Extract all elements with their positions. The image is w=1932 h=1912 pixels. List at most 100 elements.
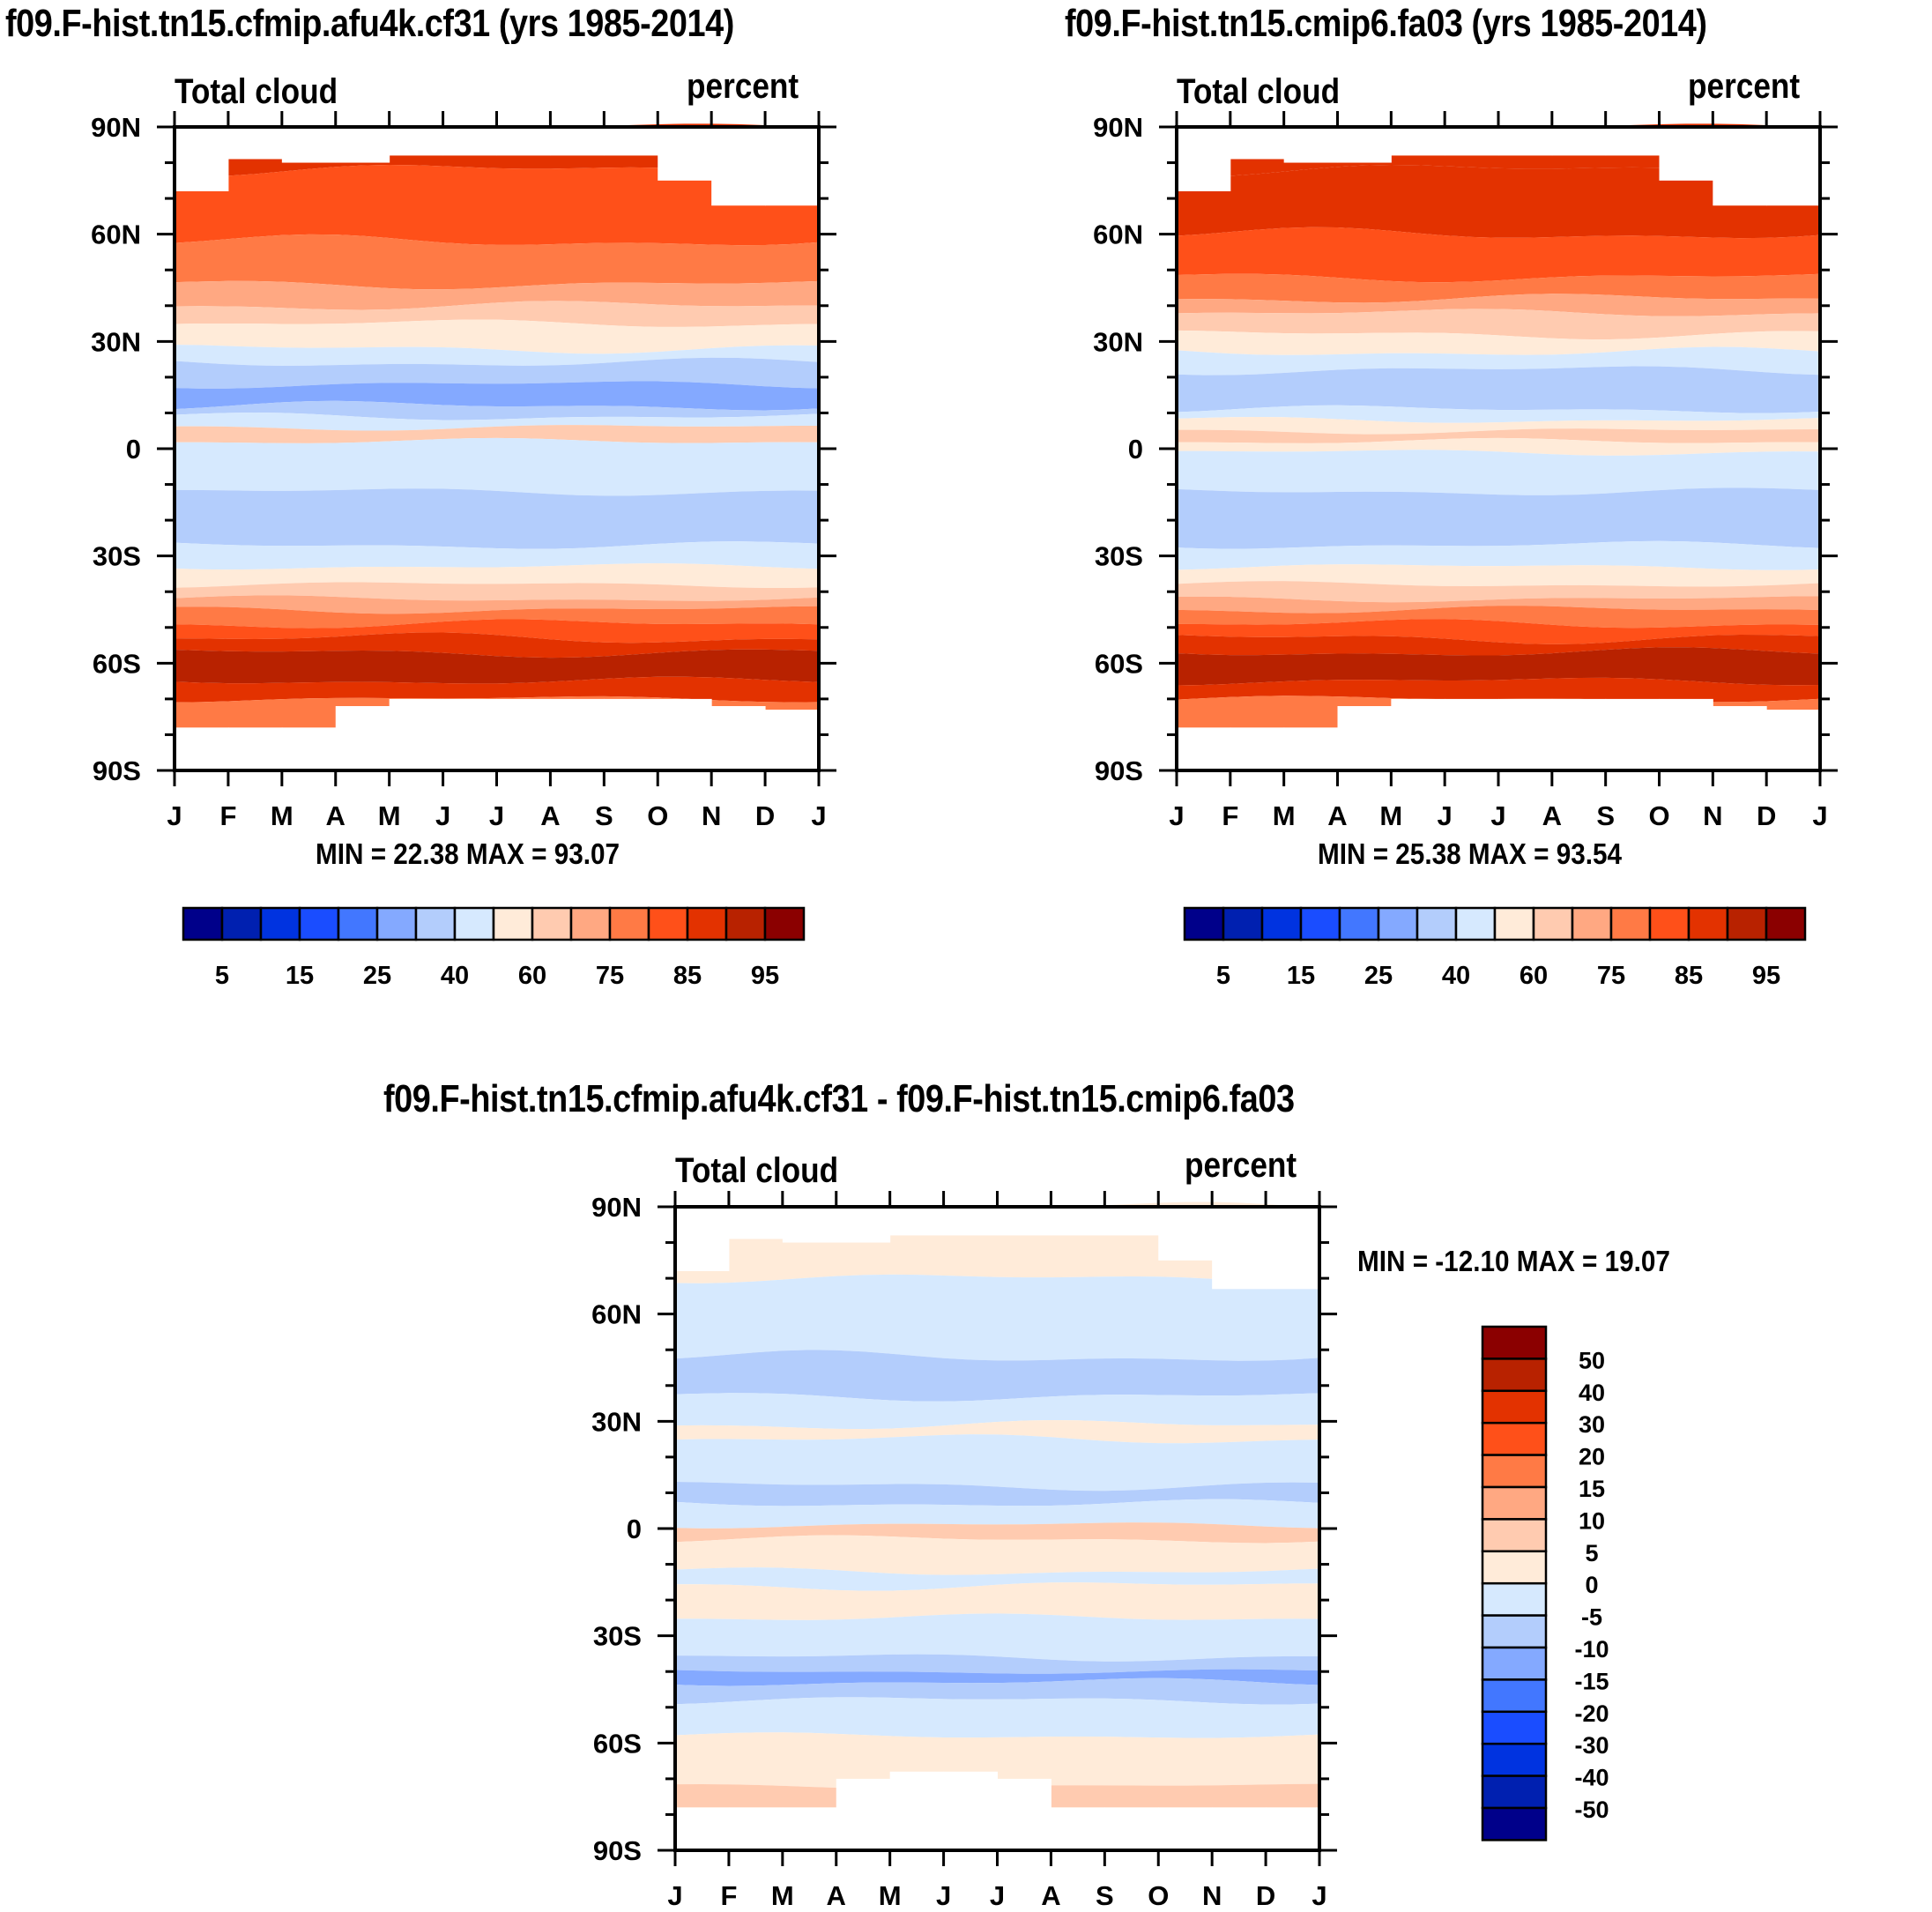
missing-data-mask — [1551, 698, 1607, 770]
colorbar-box — [1648, 906, 1690, 941]
contour-band — [175, 301, 819, 327]
colorbar-box — [414, 906, 457, 941]
missing-data-mask — [1659, 698, 1713, 770]
contour-band — [1177, 487, 1820, 549]
colorbar-label: 40 — [441, 962, 469, 990]
missing-data-mask — [1158, 1207, 1213, 1261]
contour-band — [675, 1434, 1319, 1492]
colorbar-box — [1532, 906, 1574, 941]
contour-band — [675, 1350, 1319, 1402]
missing-data-mask — [335, 706, 390, 770]
contour-band — [1177, 677, 1820, 703]
colorbar-box — [298, 906, 340, 941]
y-tick-label: 30N — [91, 326, 141, 357]
colorbar-label: 5 — [1216, 962, 1230, 990]
contour-band — [1177, 647, 1820, 686]
contour-band — [1177, 294, 1820, 316]
missing-data-mask — [1445, 127, 1499, 156]
missing-data-mask — [943, 1771, 998, 1850]
x-tick-label: D — [1256, 1880, 1275, 1911]
heatmap-field — [1177, 123, 1821, 770]
x-tick-label: O — [1648, 800, 1669, 831]
colorbar-box — [1687, 906, 1729, 941]
colorbar-label: 25 — [363, 962, 391, 990]
y-tick-label: 90S — [593, 1835, 642, 1866]
missing-data-mask — [1498, 698, 1553, 770]
colorbar-box — [1481, 1774, 1548, 1810]
colorbar-box — [1481, 1325, 1548, 1360]
colorbar-label: 5 — [215, 962, 229, 990]
y-tick-label: 60N — [91, 219, 141, 250]
x-tick-label: J — [936, 1880, 951, 1911]
missing-data-mask — [175, 127, 229, 191]
y-tick-label: 60S — [93, 648, 141, 679]
x-tick-label: S — [1596, 800, 1615, 831]
panel-b-units-label: percent — [1688, 67, 1801, 106]
x-tick-label: M — [879, 1880, 902, 1911]
colorbar-label: 75 — [596, 962, 624, 990]
colorbar-label: 85 — [1675, 962, 1703, 990]
contour-band — [1177, 634, 1820, 656]
colorbar-box — [1481, 1485, 1548, 1521]
colorbar-box — [763, 906, 806, 941]
colorbar-label: 95 — [751, 962, 779, 990]
x-tick-label: M — [1273, 800, 1296, 831]
contour-band — [175, 425, 819, 443]
colorbar-box — [182, 906, 224, 941]
missing-data-mask — [1266, 1807, 1320, 1850]
contour-band — [1177, 581, 1820, 603]
colorbar-label: 30 — [1579, 1411, 1605, 1438]
missing-data-mask — [1104, 1807, 1159, 1850]
colorbar-label: 50 — [1579, 1347, 1605, 1373]
missing-data-mask — [550, 698, 605, 770]
x-tick-label: N — [1703, 800, 1722, 831]
x-tick-label: M — [271, 800, 294, 831]
contour-band — [175, 649, 819, 684]
x-tick-label: O — [1148, 1880, 1169, 1911]
y-tick-label: 30S — [593, 1621, 642, 1652]
missing-data-mask — [836, 1778, 891, 1850]
contour-band — [175, 632, 819, 658]
colorbar-label: -20 — [1574, 1700, 1609, 1727]
colorbar-box — [1183, 906, 1225, 941]
missing-data-mask — [889, 1771, 945, 1850]
missing-data-mask — [227, 727, 283, 770]
missing-data-mask — [711, 127, 766, 206]
missing-data-mask — [1104, 1207, 1159, 1236]
y-tick-label: 0 — [627, 1514, 642, 1544]
missing-data-mask — [997, 1207, 1051, 1236]
panel-a-variable-label: Total cloud — [175, 72, 338, 111]
panel-diff-minmax: MIN = -12.10 MAX = 19.07 — [1357, 1245, 1670, 1277]
missing-data-mask — [1391, 698, 1445, 770]
panel-b-colorbar: 5 15 25 40 60 75 85 95 — [1183, 906, 1807, 990]
contour-band — [1177, 330, 1820, 355]
colorbar-box — [1481, 1358, 1548, 1393]
missing-data-mask — [765, 127, 820, 206]
contour-band — [1177, 564, 1820, 587]
x-tick-label: D — [755, 800, 775, 831]
colorbar-label: -10 — [1574, 1636, 1609, 1663]
colorbar-label: 60 — [1520, 962, 1548, 990]
contour-band — [175, 381, 819, 411]
contour-band — [675, 1654, 1319, 1674]
contour-band — [1177, 437, 1820, 456]
colorbar-box — [1765, 906, 1807, 941]
colorbar-label: 60 — [518, 962, 546, 990]
panel-a-plot: J F M A M J J A S O N D J 90N 60N 30N 0 30S 60S 90S — [91, 111, 836, 831]
contour-band — [175, 582, 819, 601]
x-tick-label: O — [647, 800, 668, 831]
missing-data-mask — [889, 1207, 945, 1236]
contour-band — [1177, 165, 1820, 239]
missing-data-mask — [1659, 127, 1713, 181]
missing-data-mask — [442, 127, 497, 156]
missing-data-mask — [675, 1807, 730, 1850]
colorbar-box — [1481, 1454, 1548, 1489]
contour-band — [175, 357, 819, 389]
y-tick-label: 90S — [93, 755, 141, 786]
colorbar-box — [1481, 1678, 1548, 1714]
missing-data-mask — [389, 698, 444, 770]
colorbar-box — [1609, 906, 1652, 941]
missing-data-mask — [496, 698, 551, 770]
contour-band — [675, 1678, 1319, 1705]
